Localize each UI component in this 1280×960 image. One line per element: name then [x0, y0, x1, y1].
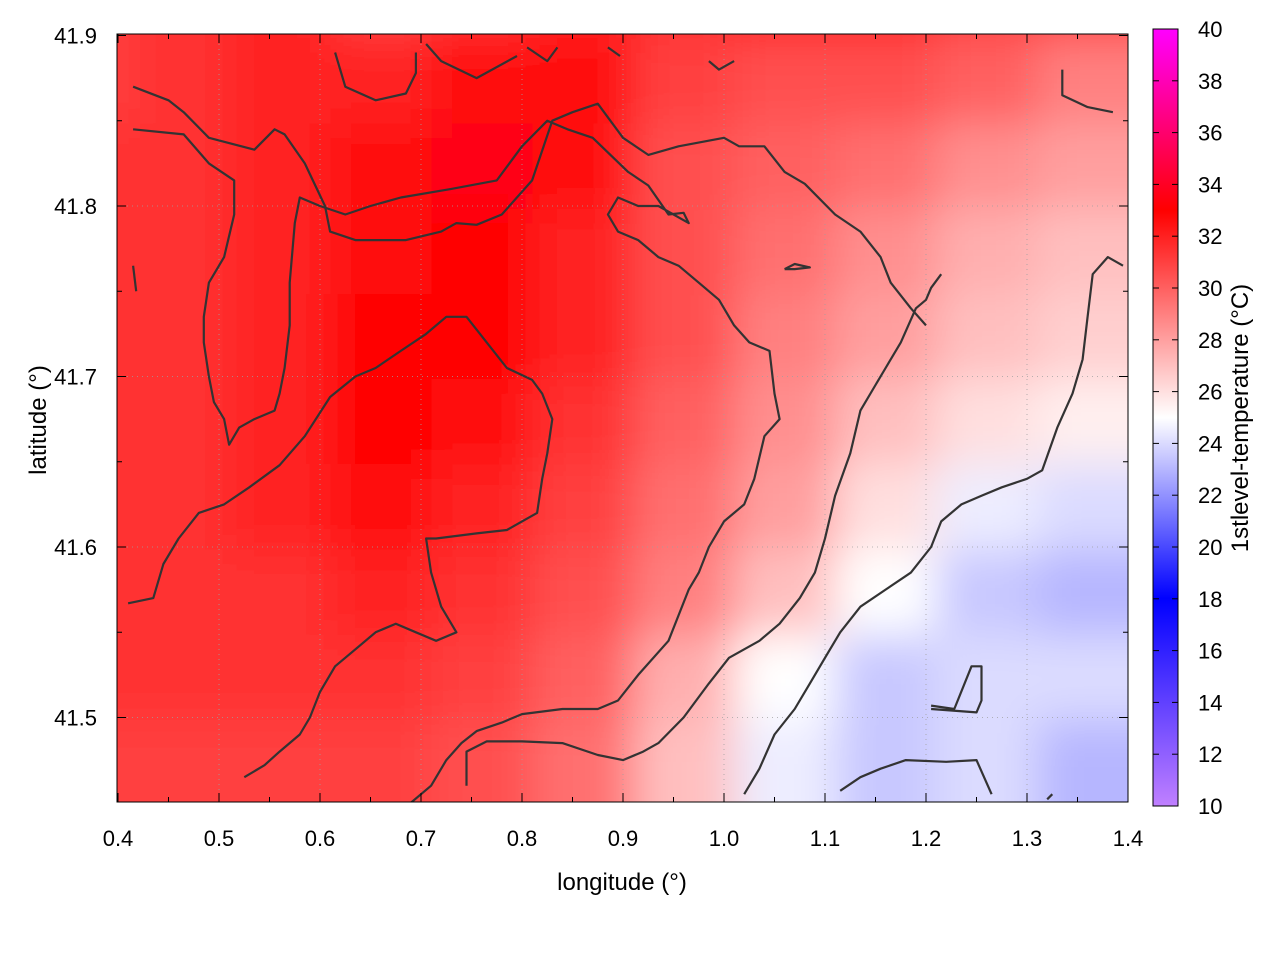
- colorbar-tick-label: 18: [1198, 587, 1222, 612]
- contour-line: [1061, 69, 1114, 114]
- contour-line: [334, 52, 417, 102]
- colorbar-tick-label: 32: [1198, 224, 1222, 249]
- y-tick-label: 41.7: [54, 365, 97, 390]
- x-tick-label: 0.5: [204, 826, 235, 851]
- colorbar-tick-label: 12: [1198, 742, 1222, 767]
- colorbar-tick-label: 22: [1198, 483, 1222, 508]
- y-axis-label: latitude (°): [25, 365, 52, 475]
- colorbar: [1152, 28, 1179, 807]
- x-tick-label: 0.9: [608, 826, 639, 851]
- contour-line: [132, 85, 927, 327]
- contour-line: [132, 265, 138, 292]
- x-tick-label: 1.0: [709, 826, 740, 851]
- x-tick-label: 0.8: [507, 826, 538, 851]
- contour-line: [784, 262, 812, 271]
- colorbar-label: 1stlevel-temperature (°C): [1227, 284, 1254, 552]
- heatmap-cell: [1037, 720, 1128, 802]
- contour-line: [425, 43, 518, 80]
- contour-line: [708, 60, 735, 71]
- contour-line: [1046, 793, 1054, 801]
- colorbar-tick-label: 40: [1198, 17, 1222, 42]
- x-tick-label: 1.2: [911, 826, 942, 851]
- colorbar-tick-label: 28: [1198, 328, 1222, 353]
- x-axis-ticks: 0.4 0.5 0.6 0.7 0.8 0.9 1.0 1.1 1.2 1.3 1.4: [103, 34, 1144, 851]
- colorbar-tick-label: 30: [1198, 276, 1222, 301]
- contour-line: [132, 119, 781, 802]
- y-tick-label: 41.5: [54, 706, 97, 731]
- y-axis-ticks: 41.5 41.6 41.7 41.8 41.9: [54, 24, 1128, 731]
- colorbar-tick-label: 20: [1198, 535, 1222, 560]
- colorbar-tick-label: 16: [1198, 639, 1222, 664]
- x-tick-label: 0.4: [103, 826, 134, 851]
- contour-line: [930, 665, 983, 714]
- contour-line: [127, 315, 554, 779]
- contour-line: [743, 256, 1124, 795]
- x-tick-label: 1.3: [1012, 826, 1043, 851]
- colorbar-tick-label: 10: [1198, 794, 1222, 819]
- x-tick-label: 0.6: [305, 826, 336, 851]
- y-tick-label: 41.8: [54, 194, 97, 219]
- grid-lines: [117, 34, 1128, 802]
- temperature-heatmap: [117, 34, 1128, 802]
- colorbar-tick-label: 38: [1198, 69, 1222, 94]
- x-axis-label: longitude (°): [557, 869, 687, 896]
- contour-line: [839, 758, 993, 795]
- contour-line: [465, 273, 943, 786]
- y-tick-label: 41.9: [54, 24, 97, 49]
- x-tick-label: 1.4: [1113, 826, 1144, 851]
- contour-line: [526, 46, 559, 63]
- y-tick-label: 41.6: [54, 535, 97, 560]
- contour-lines: [127, 43, 1124, 802]
- colorbar-tick-label: 26: [1198, 380, 1222, 405]
- colorbar-tick-label: 14: [1198, 690, 1222, 715]
- colorbar-tick-label: 24: [1198, 431, 1222, 456]
- colorbar-ticks: 10 12 14 16 18 20 22 24 26 28 30 32 34 36 38 40: [1153, 17, 1222, 819]
- x-tick-label: 0.7: [406, 826, 437, 851]
- contour-line: [607, 46, 621, 57]
- x-tick-label: 1.1: [810, 826, 841, 851]
- colorbar-tick-label: 34: [1198, 172, 1222, 197]
- colorbar-tick-label: 36: [1198, 121, 1222, 146]
